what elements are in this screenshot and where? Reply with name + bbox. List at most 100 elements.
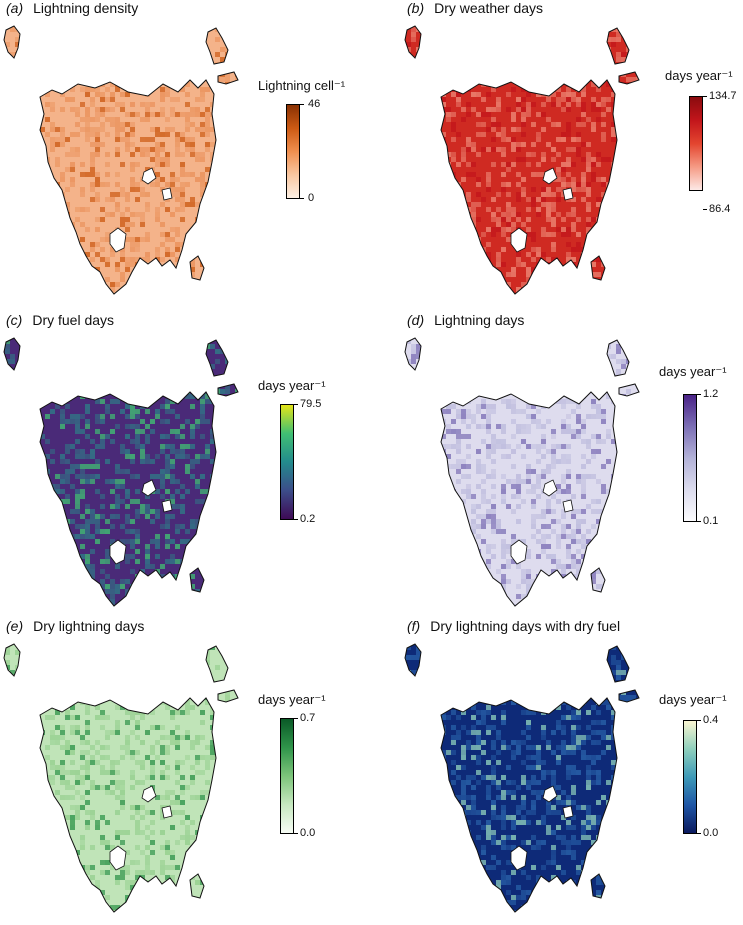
colorbar-unit-label: Lightning cell⁻¹ xyxy=(258,78,346,93)
lake-outline xyxy=(562,805,574,819)
colorbar-min-label: 0.2 xyxy=(300,513,316,525)
colorbar-max-label: 0.7 xyxy=(300,712,316,724)
colorbar-tick-min xyxy=(697,521,701,522)
colorbar-max-label: 134.7 xyxy=(709,90,737,102)
lake-outline xyxy=(141,167,157,185)
island-outline xyxy=(606,339,630,377)
island-outline xyxy=(606,27,630,65)
colorbar xyxy=(286,104,300,199)
lake-outline xyxy=(141,479,157,497)
colorbar-tick-min xyxy=(300,198,304,199)
island-outline xyxy=(404,643,422,677)
tasmania-outline xyxy=(440,391,618,607)
tasmania-map xyxy=(404,643,640,913)
tasmania-outline xyxy=(39,697,217,913)
lake-outline xyxy=(510,539,528,565)
panel-lightning-density: (a) Lightning density Lightning cell⁻¹ 46… xyxy=(0,0,371,305)
panel-title: (e) Dry lightning days xyxy=(6,618,145,634)
island-outline xyxy=(590,873,606,899)
island-outline xyxy=(205,645,229,683)
colorbar-min-label: 0.1 xyxy=(703,515,719,527)
island-outline xyxy=(217,71,239,85)
colorbar-max-label: 46 xyxy=(308,98,321,110)
tasmania-map xyxy=(404,25,640,295)
colorbar-min-label: 0.0 xyxy=(300,827,316,839)
colorbar-max-label: 0.4 xyxy=(703,714,719,726)
colorbar-min-label: 86.4 xyxy=(709,203,731,215)
lake-outline xyxy=(542,785,558,803)
lake-outline xyxy=(109,845,127,871)
tasmania-outline xyxy=(39,391,217,607)
colorbar-min-label: 0.0 xyxy=(703,827,719,839)
colorbar xyxy=(280,718,294,834)
colorbar-unit-label: days year⁻¹ xyxy=(665,68,733,83)
island-outline xyxy=(189,873,205,899)
colorbar xyxy=(683,720,697,834)
island-outline xyxy=(590,255,606,281)
colorbar-tick-min xyxy=(697,833,701,834)
panel-title: (b) Dry weather days xyxy=(407,0,544,16)
panel-title: (f) Dry lightning days with dry fuel xyxy=(407,618,621,634)
tasmania-map xyxy=(404,337,640,607)
tasmania-outline xyxy=(440,79,618,295)
island-outline xyxy=(189,567,205,593)
island-outline xyxy=(618,689,640,703)
island-outline xyxy=(3,643,21,677)
lake-outline xyxy=(109,539,127,565)
lake-outline xyxy=(161,805,173,819)
tasmania-outline xyxy=(39,79,217,295)
lake-outline xyxy=(510,845,528,871)
island-outline xyxy=(590,567,606,593)
colorbar-max-label: 1.2 xyxy=(703,388,719,400)
lake-outline xyxy=(542,479,558,497)
panel-dry-fuel-days: (c) Dry fuel days days year⁻¹ 79.5 0.2 xyxy=(0,312,371,617)
colorbar xyxy=(683,394,697,522)
island-outline xyxy=(618,71,640,85)
colorbar-unit-label: days year⁻¹ xyxy=(659,364,727,379)
colorbar-tick-min xyxy=(294,833,298,834)
lake-outline xyxy=(510,227,528,253)
island-outline xyxy=(205,27,229,65)
tasmania-map xyxy=(3,643,239,913)
colorbar-tick-min xyxy=(294,519,298,520)
panel-title: (c) Dry fuel days xyxy=(6,312,115,328)
tasmania-outline xyxy=(440,697,618,913)
colorbar-tick-max xyxy=(703,96,707,97)
island-outline xyxy=(606,645,630,683)
colorbar xyxy=(689,96,703,191)
colorbar-unit-label: days year⁻¹ xyxy=(659,692,727,707)
colorbar-tick-min xyxy=(703,209,707,210)
colorbar-max-label: 79.5 xyxy=(300,398,322,410)
lake-outline xyxy=(161,187,173,201)
island-outline xyxy=(3,337,21,371)
colorbar xyxy=(280,404,294,520)
tasmania-map xyxy=(3,25,239,295)
colorbar-min-label: 0 xyxy=(308,192,315,204)
colorbar-tick-max xyxy=(294,404,298,405)
panel-title: (d) Lightning days xyxy=(407,312,525,328)
panel-title: (a) Lightning density xyxy=(6,0,139,16)
colorbar-tick-max xyxy=(697,720,701,721)
colorbar-tick-max xyxy=(300,104,304,105)
colorbar-tick-max xyxy=(697,394,701,395)
colorbar-unit-label: days year⁻¹ xyxy=(258,692,326,707)
island-outline xyxy=(217,383,239,397)
island-outline xyxy=(404,337,422,371)
tasmania-map xyxy=(3,337,239,607)
lake-outline xyxy=(141,785,157,803)
panel-dry-weather-days: (b) Dry weather days days year⁻¹ 134.7 86… xyxy=(401,0,743,305)
lake-outline xyxy=(562,187,574,201)
colorbar-tick-max xyxy=(294,718,298,719)
panel-dry-lightning-days: (e) Dry lightning days days year⁻¹ 0.7 0.… xyxy=(0,618,371,923)
lake-outline xyxy=(542,167,558,185)
island-outline xyxy=(618,383,640,397)
island-outline xyxy=(205,339,229,377)
panel-dry-lightning-days-with-dry-fuel: (f) Dry lightning days with dry fuel days… xyxy=(401,618,743,923)
island-outline xyxy=(217,689,239,703)
colorbar-unit-label: days year⁻¹ xyxy=(258,378,326,393)
lake-outline xyxy=(562,499,574,513)
island-outline xyxy=(3,25,21,59)
panel-lightning-days: (d) Lightning days days year⁻¹ 1.2 0.1 xyxy=(401,312,743,617)
island-outline xyxy=(189,255,205,281)
lake-outline xyxy=(109,227,127,253)
